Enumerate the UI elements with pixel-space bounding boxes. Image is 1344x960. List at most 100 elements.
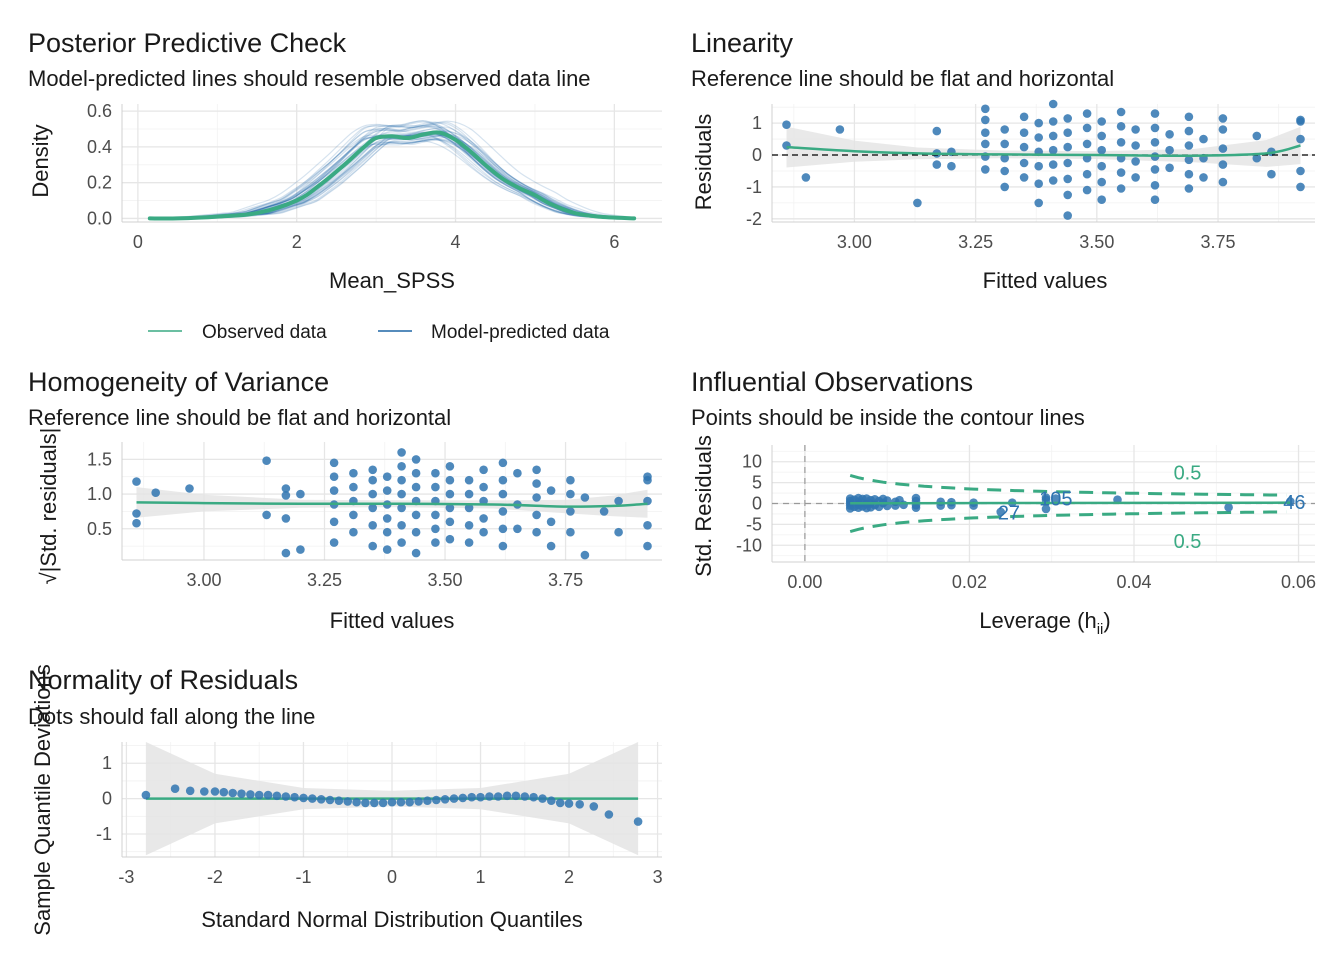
linearity-point — [981, 115, 990, 125]
influential-y-tick-label: -5 — [746, 514, 762, 534]
influential-y-axis-label: Std. Residuals — [691, 435, 716, 577]
homogeneity-tick-labels: 3.00 3.25 3.50 3.75 0.5 1.0 1.5 — [87, 449, 583, 590]
homogeneity-point — [498, 524, 508, 534]
normality-point — [564, 799, 574, 808]
homogeneity-point — [464, 475, 474, 485]
homogeneity-point — [132, 509, 141, 518]
influential-y-tick-label: -10 — [736, 535, 762, 555]
homogeneity-point — [431, 482, 440, 492]
normality-point — [263, 790, 273, 800]
homogeneity-point — [382, 514, 392, 523]
influential-point — [996, 507, 1005, 517]
influential-point-label: 105 — [1039, 488, 1072, 510]
linearity-point — [1048, 99, 1058, 109]
linearity-point — [1296, 134, 1305, 144]
linearity-point — [1097, 145, 1106, 155]
linearity-point — [1252, 131, 1262, 141]
ppc-y-tick-label: 0.0 — [87, 208, 112, 228]
linearity-point — [1063, 211, 1072, 220]
influential-point — [1224, 503, 1233, 512]
linearity-point — [1184, 169, 1194, 179]
linearity-point — [1296, 182, 1305, 192]
normality-x-tick-label: 2 — [564, 867, 574, 887]
homogeneity-point — [368, 503, 378, 513]
homogeneity-point — [498, 458, 508, 468]
linearity-point — [913, 198, 922, 208]
linearity-point — [1063, 174, 1072, 184]
linearity-point — [1131, 125, 1140, 134]
influential-smooth-line — [850, 501, 1291, 505]
linearity-point — [1063, 142, 1072, 152]
homogeneity-point — [546, 517, 556, 527]
linearity-point — [1048, 145, 1058, 155]
normality-point — [458, 793, 468, 803]
normality-y-tick-label: 1 — [102, 753, 112, 773]
homogeneity-point — [546, 541, 556, 551]
homogeneity-point — [532, 465, 541, 475]
normality-x-tick-label: -2 — [207, 867, 223, 887]
homogeneity-point — [349, 482, 358, 492]
homogeneity-point — [643, 475, 652, 485]
homogeneity-point — [329, 538, 339, 547]
homogeneity-y-tick-label: 1.0 — [87, 484, 112, 504]
homogeneity-point — [281, 514, 291, 523]
linearity-point — [1165, 130, 1174, 139]
homogeneity-point — [411, 548, 421, 558]
normality-y-tick-label: -1 — [96, 824, 112, 844]
homogeneity-point — [479, 514, 488, 523]
homogeneity-subtitle: Reference line should be flat and horizo… — [28, 405, 451, 430]
normality-point — [449, 794, 459, 803]
influential-contour-label-lower: 0.5 — [1174, 531, 1202, 553]
normality-point — [432, 795, 441, 805]
normality-x-axis-label: Standard Normal Distribution Quantiles — [201, 907, 583, 932]
linearity-points — [782, 99, 1305, 220]
homogeneity-point — [411, 527, 421, 537]
homogeneity-point — [132, 518, 141, 528]
ppc-x-axis-label: Mean_SPSS — [329, 268, 455, 293]
homogeneity-x-tick-label: 3.00 — [186, 570, 221, 590]
linearity-x-tick-label: 3.75 — [1201, 232, 1236, 252]
ppc-observed-series — [147, 130, 637, 221]
linearity-point — [1082, 123, 1092, 133]
normality-point — [170, 784, 180, 793]
homogeneity-point — [281, 548, 291, 558]
linearity-point — [1184, 155, 1194, 165]
normality-point — [387, 797, 397, 807]
linearity-point — [1184, 141, 1194, 150]
homogeneity-point — [445, 534, 455, 544]
influential-y-tick-label: 0 — [752, 494, 762, 514]
linearity-point — [1000, 182, 1009, 192]
homogeneity-point — [614, 527, 623, 537]
homogeneity-point — [532, 493, 541, 502]
linearity-point — [1184, 184, 1194, 193]
linearity-point — [1150, 138, 1160, 147]
homogeneity-point — [498, 489, 508, 499]
linearity-point — [835, 125, 845, 134]
homogeneity-point — [445, 489, 455, 499]
homogeneity-point — [479, 465, 488, 475]
homogeneity-point — [329, 458, 339, 468]
normality-y-tick-label: 0 — [102, 789, 112, 809]
linearity-y-tick-label: -1 — [746, 177, 762, 197]
linearity-point — [1097, 195, 1106, 204]
normality-point — [485, 792, 494, 801]
homogeneity-point — [532, 527, 541, 537]
linearity-point — [1097, 177, 1106, 187]
ppc-y-tick-label: 0.6 — [87, 101, 112, 121]
linearity-ci-band — [786, 126, 1301, 168]
linearity-point — [1097, 161, 1106, 171]
normality-point — [185, 786, 195, 796]
influential-y-tick-label: 10 — [742, 452, 762, 472]
influential-contour-lower — [849, 510, 1287, 534]
homogeneity-point — [132, 477, 141, 486]
homogeneity-point — [464, 521, 474, 530]
linearity-point — [1082, 139, 1092, 149]
influential-point — [911, 503, 921, 512]
linearity-point — [1116, 168, 1126, 177]
normality-y-axis-label: Sample Quantile Deviations — [30, 664, 55, 935]
linearity-point — [1116, 107, 1126, 117]
homogeneity-point — [296, 489, 305, 499]
linearity-point — [1218, 177, 1228, 187]
linearity-y-axis-label: Residuals — [691, 114, 716, 211]
